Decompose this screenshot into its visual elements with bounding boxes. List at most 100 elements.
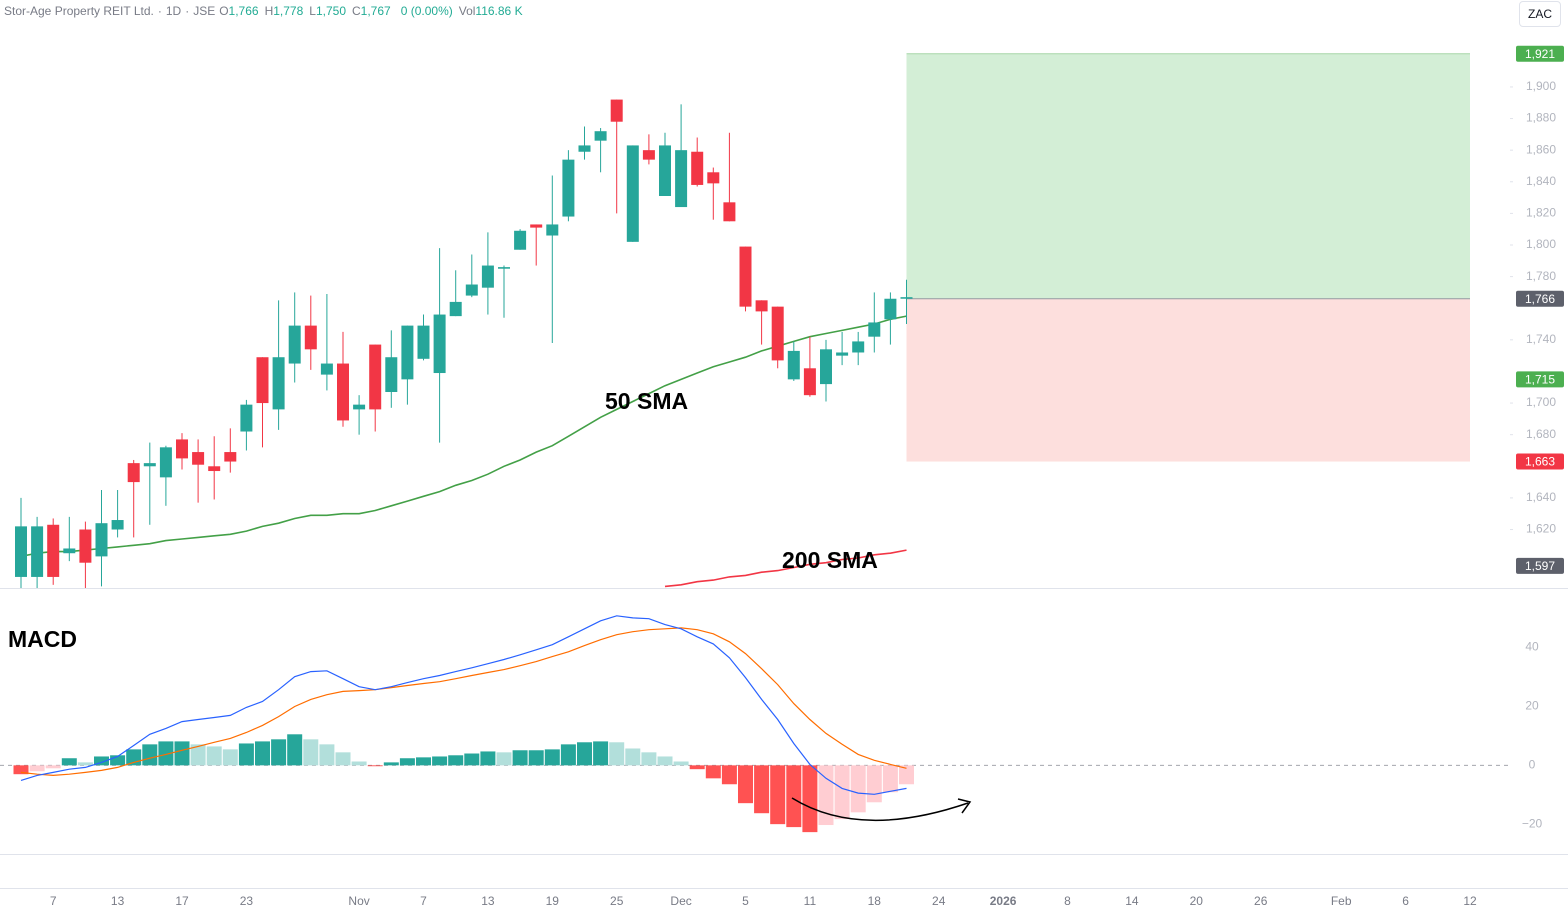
candle-body: [610, 99, 623, 122]
loss-zone: [906, 298, 1470, 462]
histogram-bar: [255, 741, 270, 766]
ohlc-label: H: [264, 4, 274, 18]
histogram-bar: [432, 756, 448, 766]
candle-body: [530, 224, 543, 228]
ohlc-label: C: [352, 4, 361, 18]
histogram-bar: [609, 742, 625, 766]
sma-line: [664, 549, 907, 588]
x-tick-label: 25: [610, 894, 624, 908]
histogram-bar: [834, 765, 850, 820]
candle-body: [868, 322, 881, 337]
currency-button[interactable]: ZAC: [1519, 1, 1561, 27]
candle-body: [240, 404, 253, 432]
candle-body: [578, 145, 591, 152]
x-tick-label: 13: [481, 894, 495, 908]
position-label-bg: [1516, 290, 1564, 307]
legend-header: Stor-Age Property REIT Ltd. · 1D · JSE O1,766…: [4, 4, 529, 18]
x-tick-label: 5: [742, 894, 749, 908]
histogram-bar: [174, 741, 190, 766]
ohlc: O1,766 H1,778 L1,750 C1,767: [219, 4, 397, 18]
sma-annotation: 200 SMA: [782, 547, 878, 573]
candle-body: [642, 150, 655, 160]
histogram-bar: [367, 765, 383, 767]
histogram-bar: [560, 744, 576, 766]
price-label: 1,597: [1525, 559, 1555, 573]
histogram-bar: [866, 765, 882, 803]
candle-body: [836, 352, 849, 356]
sma-line: [20, 315, 907, 558]
y-tick-label: 40: [1525, 639, 1539, 653]
profit-zone: [906, 53, 1470, 299]
price-label: 1,715: [1525, 373, 1555, 387]
histogram-bar: [13, 765, 29, 775]
histogram-bar: [222, 749, 238, 766]
candle-body: [320, 363, 333, 375]
arrow-head: [957, 798, 972, 814]
candle-body: [626, 145, 639, 242]
candle-body: [562, 159, 575, 217]
sep: ·: [157, 4, 162, 18]
y-tick-label: 1,880: [1526, 111, 1556, 125]
x-tick-label: 11: [804, 894, 817, 908]
candle-body: [755, 300, 768, 312]
candle-body: [95, 523, 108, 557]
candle-body: [707, 172, 720, 184]
position-label: 1,921: [1525, 47, 1555, 61]
y-tick-label: 1,640: [1526, 490, 1556, 504]
histogram-bar: [770, 765, 786, 825]
x-tick-label: 7: [50, 894, 57, 908]
histogram-bar: [899, 765, 914, 785]
x-tick-label: 6: [1402, 894, 1409, 908]
y-tick-label: 1,620: [1526, 522, 1556, 536]
position-label: 1,766: [1525, 292, 1555, 306]
histogram-bar: [287, 734, 303, 766]
y-tick-label: 1,860: [1526, 142, 1556, 156]
candle-body: [31, 526, 44, 577]
x-tick-label: Feb: [1331, 894, 1352, 908]
y-tick-label: 0: [1529, 758, 1536, 772]
histogram-bar: [464, 753, 480, 766]
ohlc-value: 1,766: [228, 4, 259, 18]
x-tick-label: 24: [932, 894, 946, 908]
candle-body: [514, 230, 527, 250]
candle-body: [192, 452, 205, 465]
candle-body: [304, 325, 317, 350]
x-tick-label: 2026: [990, 894, 1017, 908]
y-tick-label: 20: [1525, 698, 1539, 712]
candle-body: [337, 363, 349, 421]
x-tick-label: 17: [175, 894, 189, 908]
exchange: JSE: [193, 4, 216, 18]
axes: 1,620 1,640 1,680 1,700 1,740 1,780 1,800 1,820…: [50, 45, 1564, 908]
histogram-bar: [416, 757, 431, 766]
price-label-bg: [1516, 371, 1564, 388]
x-tick-label: Dec: [670, 894, 691, 908]
histogram-bar: [721, 765, 737, 785]
histogram-bar: [271, 739, 287, 766]
histogram-bar: [351, 761, 367, 766]
x-tick-label: 7: [420, 894, 427, 908]
sma-annotation: 50 SMA: [605, 388, 688, 414]
histogram-bar: [641, 752, 657, 766]
ohlc-value: 1,778: [273, 4, 304, 18]
x-tick-label: 18: [868, 894, 882, 908]
histogram-bar: [206, 746, 222, 766]
histogram-bar: [738, 765, 753, 804]
candle-body: [176, 439, 188, 459]
histogram-bar: [94, 756, 109, 766]
price-panel: [15, 99, 913, 588]
y-tick-label: 1,800: [1526, 237, 1556, 251]
x-tick-label: 12: [1463, 894, 1477, 908]
histogram-bar: [448, 755, 464, 766]
candle-body: [481, 265, 494, 288]
ohlc-value: 1,767: [360, 4, 391, 18]
histogram-bar: [786, 765, 802, 828]
candle-body: [385, 357, 398, 392]
x-tick-label: 23: [240, 894, 254, 908]
histogram-bar: [158, 741, 174, 766]
candle-body: [127, 463, 140, 483]
candle-body: [47, 524, 60, 577]
position-label-bg: [1516, 453, 1564, 470]
candle-body: [15, 526, 27, 577]
candle-body: [111, 520, 124, 530]
